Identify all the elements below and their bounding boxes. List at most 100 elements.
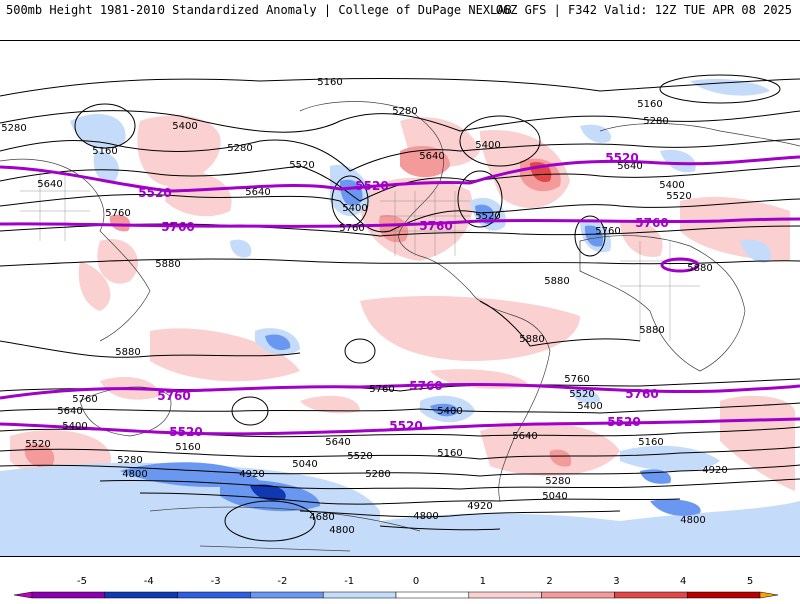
- colorbar-tick-label: -5: [77, 576, 87, 587]
- contour-label: 5520: [289, 160, 314, 171]
- contour-label: 5640: [419, 151, 444, 162]
- colorbar-segments: [13, 591, 779, 599]
- contour-label: 5520: [347, 451, 372, 462]
- colorbar-tick-label: 2: [546, 576, 552, 587]
- contour-label: 5280: [1, 123, 26, 134]
- contour-label: 5880: [639, 325, 664, 336]
- contour-label: 4800: [413, 511, 438, 522]
- highlight-label: 5520: [169, 425, 202, 439]
- contour-label: 5880: [687, 263, 712, 274]
- colorbar-tick-label: 1: [480, 576, 486, 587]
- colorbar-tick-label: -2: [277, 576, 287, 587]
- contour-label: 5160: [437, 448, 462, 459]
- contour-label: 5640: [512, 431, 537, 442]
- colorbar-tick-label: 4: [680, 576, 686, 587]
- contour-labels: 5160 5160 5280 5280 5280 5400 5280 5400 …: [1, 77, 727, 536]
- colorbar-segment: [614, 591, 688, 599]
- contour-label: 5760: [369, 384, 394, 395]
- contour-label: 5040: [292, 459, 317, 470]
- contour-label: 4800: [122, 469, 147, 480]
- contour-label: 5280: [117, 455, 142, 466]
- anomaly-colorbar: -5 -4 -3 -2 -1 0 1 2 3 4 5: [0, 560, 800, 600]
- colorbar-tick-label: 3: [613, 576, 619, 587]
- contour-label: 5520: [666, 191, 691, 202]
- colorbar-segment: [395, 591, 470, 599]
- highlight-label: 5520: [389, 419, 422, 433]
- contour-label: 5400: [62, 421, 87, 432]
- colorbar-segment: [686, 591, 761, 599]
- contour-label: 5160: [317, 77, 342, 88]
- colorbar-tick-label: 0: [413, 576, 419, 587]
- colorbar-ticks: -5 -4 -3 -2 -1 0 1 2 3 4 5: [77, 576, 753, 587]
- contour-label: 5160: [175, 442, 200, 453]
- contour-label: 4800: [329, 525, 354, 536]
- anomaly-map: 5160 5160 5280 5280 5280 5400 5280 5400 …: [0, 40, 800, 557]
- contour-label: 5640: [245, 187, 270, 198]
- contour-label: 5160: [92, 146, 117, 157]
- highlight-labels: 5520 5520 5520 5760 5760 5760 5760 5760 …: [138, 151, 668, 439]
- highlight-label: 5760: [157, 389, 190, 403]
- colorbar-tick-label: 5: [747, 576, 753, 587]
- colorbar-tick-label: -1: [344, 576, 354, 587]
- contour-label: 5760: [564, 374, 589, 385]
- contour-label: 5280: [227, 143, 252, 154]
- colorbar-tick-label: -3: [211, 576, 221, 587]
- contour-label: 5280: [392, 106, 417, 117]
- highlight-label: 5520: [605, 151, 638, 165]
- contour-label: 5160: [638, 437, 663, 448]
- contour-label: 5400: [172, 121, 197, 132]
- contour-label: 5880: [155, 259, 180, 270]
- contour-label: 5640: [325, 437, 350, 448]
- contour-label: 5280: [643, 116, 668, 127]
- contour-label: 5400: [577, 401, 602, 412]
- coastlines: [0, 101, 800, 552]
- highlight-label: 5520: [138, 186, 171, 200]
- contour-label: 4800: [680, 515, 705, 526]
- contour-label: 5400: [437, 406, 462, 417]
- highlight-label: 5760: [625, 387, 658, 401]
- colorbar-segment: [31, 591, 106, 599]
- contour-label: 5760: [339, 223, 364, 234]
- contour-label: 5640: [617, 161, 642, 172]
- contour-label: 5880: [544, 276, 569, 287]
- contour-label: 5880: [115, 347, 140, 358]
- colorbar-segment: [250, 591, 324, 599]
- contour-label: 4680: [309, 512, 334, 523]
- contour-label: 5760: [595, 226, 620, 237]
- strong-positive-anomaly-shading: [24, 146, 572, 468]
- colorbar-segment: [322, 591, 397, 599]
- contour-label: 5760: [105, 208, 130, 219]
- colorbar-segment: [177, 591, 251, 599]
- contour-label: 5760: [72, 394, 97, 405]
- colorbar-tick-label: -4: [144, 576, 154, 587]
- map-title: 500mb Height 1981-2010 Standardized Anom…: [6, 3, 512, 17]
- contour-label: 5640: [57, 406, 82, 417]
- contour-label: 5520: [475, 211, 500, 222]
- contour-label: 5160: [637, 99, 662, 110]
- highlight-label: 5520: [355, 179, 388, 193]
- contour-label: 4920: [239, 469, 264, 480]
- model-run-info: 06Z GFS | F342 Valid: 12Z TUE APR 08 202…: [495, 3, 792, 17]
- contour-label: 5520: [569, 389, 594, 400]
- colorbar-segment: [468, 591, 542, 599]
- contour-label: 5400: [342, 203, 367, 214]
- highlight-label: 5520: [607, 415, 640, 429]
- highlight-contours: [0, 155, 800, 436]
- colorbar-segment: [541, 591, 615, 599]
- colorbar-max-arrow: [759, 591, 779, 599]
- highlight-label: 5760: [635, 216, 668, 230]
- contour-label: 5040: [542, 491, 567, 502]
- highlight-label: 5760: [409, 379, 442, 393]
- highlight-label: 5760: [419, 219, 452, 233]
- contour-label: 5280: [365, 469, 390, 480]
- contour-label: 5640: [37, 179, 62, 190]
- colorbar-segment: [104, 591, 178, 599]
- contour-label: 5400: [475, 140, 500, 151]
- contour-label: 5400: [659, 180, 684, 191]
- contour-label: 4920: [702, 465, 727, 476]
- contour-label: 4920: [467, 501, 492, 512]
- colorbar-min-arrow: [13, 591, 33, 599]
- contour-label: 5880: [519, 334, 544, 345]
- peak-negative-anomaly-shading: [250, 484, 286, 501]
- highlight-label: 5760: [161, 220, 194, 234]
